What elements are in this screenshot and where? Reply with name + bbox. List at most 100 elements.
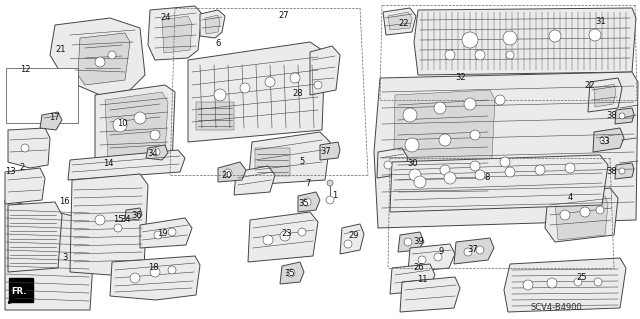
Text: 20: 20 [221, 172, 232, 181]
Polygon shape [248, 132, 330, 185]
Text: 38: 38 [607, 167, 618, 176]
Text: 37: 37 [468, 246, 478, 255]
Polygon shape [5, 200, 95, 310]
Circle shape [619, 113, 625, 119]
Text: 9: 9 [438, 248, 444, 256]
Circle shape [476, 246, 484, 254]
Text: 10: 10 [116, 120, 127, 129]
Polygon shape [545, 188, 618, 242]
Circle shape [547, 278, 557, 288]
Circle shape [535, 165, 545, 175]
Polygon shape [593, 128, 624, 152]
Circle shape [414, 176, 426, 188]
Polygon shape [414, 8, 636, 75]
Text: 31: 31 [596, 18, 606, 26]
Bar [196, 102, 234, 130]
Circle shape [560, 210, 570, 220]
Text: FR.: FR. [12, 286, 27, 295]
Text: 27: 27 [278, 11, 289, 20]
Text: 30: 30 [408, 159, 419, 167]
Polygon shape [8, 202, 62, 272]
Text: 8: 8 [484, 174, 490, 182]
Circle shape [154, 231, 162, 239]
Circle shape [404, 238, 412, 246]
Text: 32: 32 [456, 72, 467, 81]
Text: 26: 26 [413, 263, 424, 272]
Circle shape [434, 102, 446, 114]
Text: SCV4-B4900: SCV4-B4900 [530, 303, 582, 313]
Circle shape [444, 172, 456, 184]
Text: 37: 37 [321, 147, 332, 157]
Polygon shape [110, 256, 200, 300]
Circle shape [290, 73, 300, 83]
Circle shape [503, 31, 517, 45]
Text: 3: 3 [62, 254, 68, 263]
Polygon shape [218, 162, 246, 182]
Polygon shape [146, 145, 168, 160]
Circle shape [462, 32, 478, 48]
Text: 22: 22 [399, 19, 409, 28]
Polygon shape [320, 142, 340, 160]
Polygon shape [393, 90, 495, 200]
Polygon shape [390, 264, 435, 294]
Polygon shape [340, 224, 364, 254]
Circle shape [549, 30, 561, 42]
Polygon shape [8, 128, 50, 168]
Polygon shape [50, 18, 145, 95]
Polygon shape [310, 46, 340, 95]
Text: 16: 16 [59, 197, 69, 206]
Text: 35: 35 [299, 199, 309, 209]
Circle shape [95, 57, 105, 67]
Text: 18: 18 [148, 263, 158, 272]
Circle shape [500, 157, 510, 167]
Polygon shape [105, 92, 168, 160]
Circle shape [152, 148, 160, 156]
Circle shape [263, 235, 273, 245]
Circle shape [384, 161, 392, 169]
Polygon shape [298, 192, 320, 212]
Polygon shape [388, 12, 412, 30]
Polygon shape [594, 84, 616, 107]
Text: 1: 1 [332, 190, 338, 199]
Text: 39: 39 [413, 238, 424, 247]
Text: 6: 6 [215, 39, 221, 48]
Polygon shape [95, 85, 175, 172]
Circle shape [168, 266, 176, 274]
Text: 5: 5 [300, 158, 305, 167]
Circle shape [314, 81, 322, 89]
Polygon shape [280, 262, 304, 284]
Polygon shape [148, 6, 202, 60]
Text: 2: 2 [19, 164, 24, 173]
Text: 34: 34 [121, 214, 131, 224]
Circle shape [108, 51, 116, 59]
Polygon shape [205, 15, 220, 34]
Circle shape [265, 77, 275, 87]
Polygon shape [78, 33, 130, 85]
Circle shape [580, 207, 590, 217]
Text: 28: 28 [292, 90, 303, 99]
Text: 22: 22 [585, 81, 595, 91]
Circle shape [495, 95, 505, 105]
Bar [6, 68, 78, 123]
Circle shape [95, 215, 105, 225]
Polygon shape [140, 218, 192, 248]
Circle shape [434, 253, 442, 261]
Circle shape [445, 50, 455, 60]
Circle shape [214, 89, 226, 101]
Circle shape [418, 256, 426, 264]
Text: 19: 19 [157, 228, 167, 238]
Circle shape [589, 29, 601, 41]
Polygon shape [9, 278, 33, 302]
Circle shape [326, 196, 334, 204]
Circle shape [287, 269, 295, 277]
Circle shape [280, 231, 290, 241]
Polygon shape [588, 78, 622, 112]
Circle shape [619, 168, 625, 174]
Polygon shape [162, 16, 192, 53]
Polygon shape [374, 72, 638, 228]
Polygon shape [188, 42, 325, 142]
Text: 11: 11 [417, 275, 428, 284]
Circle shape [150, 130, 160, 140]
Circle shape [464, 248, 472, 256]
Text: 4: 4 [568, 194, 573, 203]
